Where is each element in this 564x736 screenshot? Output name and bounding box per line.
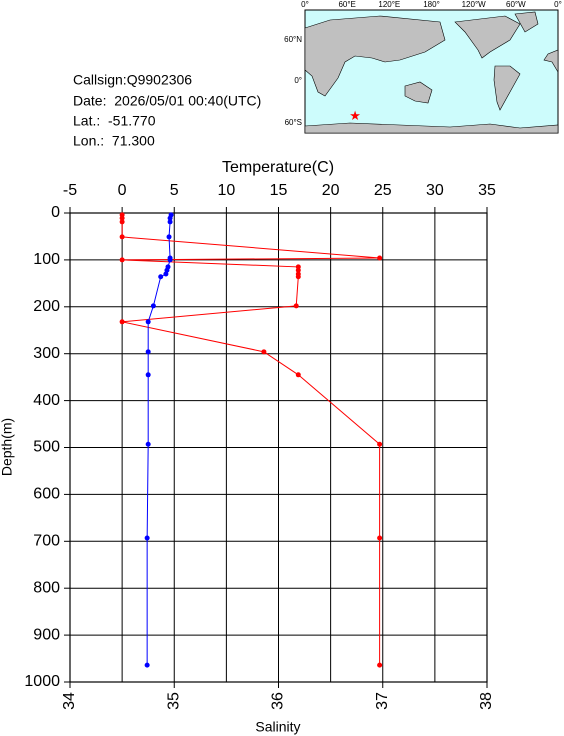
y-tick-label: 300 bbox=[33, 345, 60, 362]
x-tick-label: 20 bbox=[322, 182, 340, 199]
profile-point bbox=[295, 274, 301, 280]
y-tick-label: 700 bbox=[33, 533, 60, 550]
eurasia-africa bbox=[304, 15, 446, 97]
map-lon-label: 0° bbox=[301, 0, 309, 9]
y-tick-label: 1000 bbox=[24, 673, 60, 690]
x2-tick-label: 35 bbox=[165, 692, 182, 710]
profile-point bbox=[119, 234, 125, 240]
y-tick-label: 100 bbox=[33, 251, 60, 268]
profile-point bbox=[377, 255, 383, 261]
map-lon-label: 0° bbox=[554, 0, 562, 9]
map-lon-label: 120°E bbox=[378, 0, 400, 9]
float-location: ★ bbox=[349, 108, 361, 123]
map-lat-label: 0° bbox=[294, 76, 302, 85]
x-tick-label: 25 bbox=[374, 182, 392, 199]
profile-point bbox=[261, 349, 267, 355]
x2-tick-label: 38 bbox=[478, 692, 495, 710]
x-tick-label: 10 bbox=[217, 182, 235, 199]
y-tick-label: 600 bbox=[33, 486, 60, 503]
info-block: Callsign:Q9902306 Date: 2026/05/01 00:40… bbox=[73, 72, 261, 149]
longitude: Lon.: 71.300 bbox=[73, 133, 155, 149]
x2-tick-label: 36 bbox=[270, 692, 287, 710]
profile-point bbox=[377, 662, 383, 668]
west-africa bbox=[543, 49, 559, 74]
profile-point bbox=[145, 319, 151, 325]
profile-point bbox=[144, 535, 150, 541]
profile-line bbox=[121, 214, 381, 666]
y-tick-label: 200 bbox=[33, 298, 60, 315]
callsign: Callsign:Q9902306 bbox=[73, 72, 192, 88]
x-tick-label: 35 bbox=[478, 182, 496, 199]
north-america bbox=[454, 15, 521, 59]
profile-point bbox=[167, 219, 173, 225]
profile-point bbox=[145, 349, 151, 355]
profile-point bbox=[164, 267, 170, 273]
x2-tick-label: 34 bbox=[61, 692, 78, 710]
land bbox=[304, 11, 559, 134]
profile-point bbox=[119, 215, 125, 221]
profile-point bbox=[144, 662, 150, 668]
profile-point bbox=[293, 303, 299, 309]
location-map: ★ 0° 60°E 120°E 180° 120°W 60°W 0° 60°N 0° 60°S bbox=[284, 0, 562, 134]
y-tick-label: 900 bbox=[33, 626, 60, 643]
map-lon-label: 120°W bbox=[462, 0, 487, 9]
profile-point bbox=[167, 257, 173, 263]
x-axis-title: Temperature(C) bbox=[222, 159, 334, 176]
date: Date: 2026/05/01 00:40(UTC) bbox=[73, 93, 261, 109]
profile-point bbox=[119, 319, 125, 325]
y-tick-label: 500 bbox=[33, 439, 60, 456]
x-tick-label: 30 bbox=[426, 182, 444, 199]
map-lon-label: 60°E bbox=[338, 0, 355, 9]
x2-tick-label: 37 bbox=[374, 692, 391, 710]
profile-point bbox=[119, 219, 125, 225]
latitude: Lat.: -51.770 bbox=[73, 113, 156, 129]
profile-point bbox=[377, 535, 383, 541]
greenland bbox=[514, 11, 539, 33]
y-axis-title: Depth(m) bbox=[0, 418, 15, 476]
profile-point bbox=[377, 441, 383, 447]
profile-line bbox=[146, 214, 172, 666]
map-lon-label: 60°W bbox=[506, 0, 526, 9]
map-lat-label: 60°N bbox=[284, 35, 302, 44]
profile-point bbox=[166, 234, 172, 240]
map-lon-label: 180° bbox=[423, 0, 440, 9]
antarctica bbox=[304, 122, 559, 134]
profile-point bbox=[150, 303, 156, 309]
south-america bbox=[493, 65, 521, 111]
australia bbox=[404, 81, 433, 104]
y-tick-label: 0 bbox=[51, 204, 60, 221]
x-tick-label: 5 bbox=[170, 182, 179, 199]
profile-point bbox=[163, 271, 169, 277]
y-tick-label: 800 bbox=[33, 579, 60, 596]
profile-point bbox=[145, 441, 151, 447]
x2-axis-title: Salinity bbox=[255, 719, 300, 735]
x-tick-label: 15 bbox=[270, 182, 288, 199]
profile-point bbox=[167, 215, 173, 221]
grid bbox=[69, 212, 488, 683]
profile-point bbox=[295, 372, 301, 378]
y-tick-label: 400 bbox=[33, 392, 60, 409]
x-tick-label: 0 bbox=[118, 182, 127, 199]
profile-point bbox=[295, 267, 301, 273]
profile-point bbox=[145, 372, 151, 378]
x-tick-label: -5 bbox=[63, 182, 77, 199]
map-lat-label: 60°S bbox=[285, 118, 302, 127]
profile-point bbox=[158, 274, 164, 280]
profile-point bbox=[119, 257, 125, 263]
